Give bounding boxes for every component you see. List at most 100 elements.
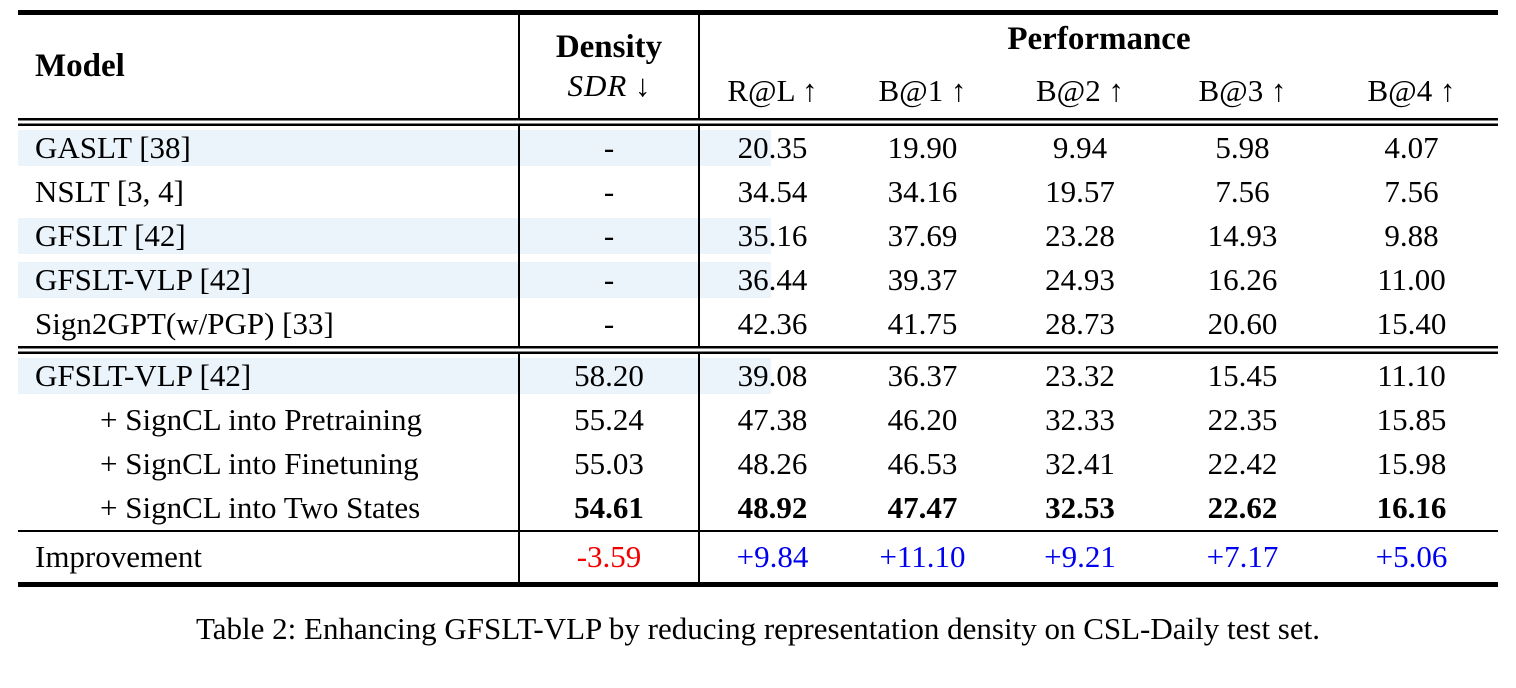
col-header-b2: B@2 ↑ xyxy=(1036,72,1124,108)
header-performance-title: Performance xyxy=(1007,20,1191,57)
table-row: NSLT [3, 4] - 34.54 34.16 19.57 7.56 7.5… xyxy=(18,170,1498,214)
model-cell: Sign2GPT(w/PGP) [33] xyxy=(18,302,520,346)
value-cell: 32.33 xyxy=(1045,402,1115,437)
model-cell: GASLT [38] xyxy=(18,126,520,170)
value-cell: 47.38 xyxy=(737,402,808,437)
value-cell: 15.45 xyxy=(1207,358,1278,393)
model-cell: GFSLT-VLP [42] xyxy=(18,354,520,398)
table-bottom-rule xyxy=(18,582,1498,587)
value-cell: 41.75 xyxy=(887,306,958,341)
density-cell: 58.20 xyxy=(520,354,700,398)
improvement-row: Improvement -3.59 +9.84 +11.10 +9.21 +7.… xyxy=(18,532,1498,582)
header-model: Model xyxy=(18,15,520,118)
density-cell: 54.61 xyxy=(520,486,700,530)
value-cell: 22.35 xyxy=(1207,402,1278,437)
value-cell: 48.26 xyxy=(737,446,808,481)
results-table: Model Density SDR ↓ Performance R@L ↑ B@… xyxy=(18,10,1498,587)
value-cell: 5.98 xyxy=(1215,130,1270,165)
value-cell: 36.44 xyxy=(737,262,808,297)
value-cell: 11.10 xyxy=(1377,358,1446,393)
value-cell: 16.16 xyxy=(1376,490,1447,525)
density-cell: 55.03 xyxy=(520,442,700,486)
col-header-b4: B@4 ↑ xyxy=(1367,72,1456,108)
value-cell: 34.54 xyxy=(737,174,808,209)
header-density: Density SDR ↓ xyxy=(520,15,700,118)
value-cell: 28.73 xyxy=(1045,306,1115,341)
model-cell: + SignCL into Finetuning xyxy=(18,442,520,486)
value-cell: 9.88 xyxy=(1384,218,1439,253)
value-cell: +5.06 xyxy=(1375,539,1448,574)
value-cell: 19.57 xyxy=(1045,174,1115,209)
col-header-b3: B@3 ↑ xyxy=(1198,72,1287,108)
value-cell: 15.40 xyxy=(1376,306,1447,341)
model-cell: GFSLT-VLP [42] xyxy=(18,258,520,302)
value-cell: 34.16 xyxy=(887,174,958,209)
density-cell: - xyxy=(520,302,700,346)
header-density-metric: SDR ↓ xyxy=(567,68,650,104)
header-performance: Performance R@L ↑ B@1 ↑ B@2 ↑ B@3 ↑ B@4 … xyxy=(700,15,1498,118)
value-cell: 48.92 xyxy=(737,490,808,525)
value-cell: 42.36 xyxy=(737,306,808,341)
improvement-separator-rule xyxy=(18,530,1498,532)
density-cell: - xyxy=(520,214,700,258)
table-top-rule xyxy=(18,10,1498,15)
value-cell: 24.93 xyxy=(1045,262,1115,297)
value-cell: 46.20 xyxy=(887,402,958,437)
model-cell: GFSLT [42] xyxy=(18,214,520,258)
value-cell: 7.56 xyxy=(1215,174,1270,209)
value-cell: 32.53 xyxy=(1045,490,1115,525)
value-cell: 19.90 xyxy=(887,130,958,165)
density-cell: - xyxy=(520,170,700,214)
header-metric-columns: R@L ↑ B@1 ↑ B@2 ↑ B@3 ↑ B@4 ↑ xyxy=(700,63,1498,118)
table-caption: Table 2: Enhancing GFSLT-VLP by reducing… xyxy=(196,611,1320,646)
model-cell: Improvement xyxy=(18,532,520,582)
value-cell: 7.56 xyxy=(1384,174,1439,209)
value-cell: 36.37 xyxy=(887,358,958,393)
block-separator-rule xyxy=(18,346,1498,354)
table-row: GFSLT-VLP [42] - 36.44 39.37 24.93 16.26… xyxy=(18,258,1498,302)
table-row: GASLT [38] - 20.35 19.90 9.94 5.98 4.07 xyxy=(18,126,1498,170)
table-row: + SignCL into Pretraining 55.24 47.38 46… xyxy=(18,398,1498,442)
value-cell: 23.32 xyxy=(1045,358,1115,393)
table-header: Model Density SDR ↓ Performance R@L ↑ B@… xyxy=(18,15,1498,118)
table-row: + SignCL into Finetuning 55.03 48.26 46.… xyxy=(18,442,1498,486)
model-cell: NSLT [3, 4] xyxy=(18,170,520,214)
value-cell: +9.21 xyxy=(1044,539,1116,574)
value-cell: 22.42 xyxy=(1207,446,1278,481)
value-cell: 11.00 xyxy=(1377,262,1446,297)
value-cell: 15.85 xyxy=(1376,402,1447,437)
model-cell: + SignCL into Two States xyxy=(18,486,520,530)
table-row: + SignCL into Two States 54.61 48.92 47.… xyxy=(18,486,1498,530)
value-cell: 39.37 xyxy=(887,262,958,297)
density-cell: 55.24 xyxy=(520,398,700,442)
value-cell: 22.62 xyxy=(1207,490,1278,525)
value-cell: 4.07 xyxy=(1384,130,1439,165)
table-row: GFSLT [42] - 35.16 37.69 23.28 14.93 9.8… xyxy=(18,214,1498,258)
value-cell: 9.94 xyxy=(1052,130,1108,165)
value-cell: 35.16 xyxy=(737,218,808,253)
table-row: Sign2GPT(w/PGP) [33] - 42.36 41.75 28.73… xyxy=(18,302,1498,346)
density-cell: -3.59 xyxy=(520,532,700,582)
value-cell: 20.60 xyxy=(1207,306,1278,341)
value-cell: +11.10 xyxy=(879,539,966,574)
value-cell: +7.17 xyxy=(1206,539,1279,574)
density-cell: - xyxy=(520,126,700,170)
value-cell: 32.41 xyxy=(1045,446,1115,481)
value-cell: 14.93 xyxy=(1207,218,1278,253)
header-separator-rule xyxy=(18,118,1498,126)
col-header-rl: R@L ↑ xyxy=(727,72,818,108)
density-cell: - xyxy=(520,258,700,302)
value-cell: 37.69 xyxy=(887,218,958,253)
value-cell: 16.26 xyxy=(1207,262,1278,297)
col-header-b1: B@1 ↑ xyxy=(878,72,967,108)
header-density-title: Density xyxy=(555,29,663,65)
table-row: GFSLT-VLP [42] 58.20 39.08 36.37 23.32 1… xyxy=(18,354,1498,398)
value-cell: +9.84 xyxy=(736,539,809,574)
value-cell: 20.35 xyxy=(737,130,808,165)
model-cell: + SignCL into Pretraining xyxy=(18,398,520,442)
value-cell: 39.08 xyxy=(737,358,808,393)
value-cell: 23.28 xyxy=(1045,218,1115,253)
value-cell: 15.98 xyxy=(1376,446,1447,481)
down-arrow-icon: ↓ xyxy=(635,68,651,103)
sdr-label: SDR xyxy=(567,68,628,103)
